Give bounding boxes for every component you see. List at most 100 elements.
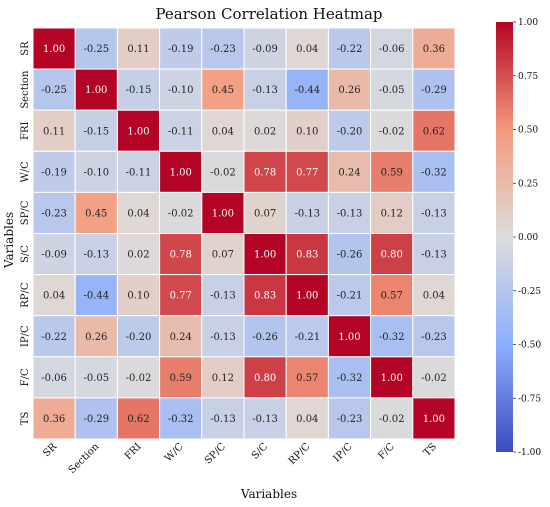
cell-value-label: -0.19: [168, 44, 194, 55]
cell-value-label: 0.10: [296, 126, 318, 137]
row-tick-fri: FRI: [20, 121, 31, 139]
cell-value-label: 0.10: [127, 291, 149, 302]
heatmap-cell-sp-c-fri: [116, 191, 161, 234]
cell-value-label: 0.59: [381, 167, 403, 178]
column-tick-section: Section: [67, 441, 102, 476]
cell-value-label: -0.02: [379, 414, 405, 425]
cell-value-label: -0.25: [83, 44, 109, 55]
y-axis-label: Variables: [2, 212, 16, 269]
cell-value-label: 0.24: [170, 332, 192, 343]
cell-value-label: 1.00: [170, 167, 192, 178]
cell-value-label: -0.13: [252, 85, 278, 96]
cell-value-label: 1.00: [212, 208, 234, 219]
heatmap-cell-f-c-fri: [116, 356, 161, 399]
cell-value-label: 0.11: [43, 126, 65, 137]
colorbar-gradient: [496, 22, 513, 452]
cell-value-label: -0.32: [421, 167, 447, 178]
cell-value-label: -0.02: [421, 373, 447, 384]
heatmap-cell-ip-c-w-c: [159, 315, 203, 358]
cell-value-label: 1.00: [254, 250, 276, 261]
heatmap-cell-section-section: [74, 68, 118, 111]
cell-value-label: -0.15: [83, 126, 109, 137]
cell-value-label: -0.10: [168, 85, 194, 96]
heatmap-cell-sp-c-f-c: [370, 191, 414, 234]
row-tick-s-c: S/C: [20, 245, 31, 263]
cell-value-label: 0.04: [127, 208, 149, 219]
cell-value-label: -0.44: [83, 291, 109, 302]
cell-value-label: -0.13: [252, 414, 278, 425]
cell-value-label: -0.09: [41, 250, 67, 261]
heatmap-cell-section-w-c: [159, 68, 203, 111]
row-tick-rp-c: RP/C: [20, 282, 31, 308]
column-tick-rp-c: RP/C: [287, 441, 313, 467]
heatmap-cell-rp-c-sr: [32, 274, 76, 317]
heatmap-cell-ip-c-f-c: [370, 315, 414, 358]
row-tick-section: Section: [20, 70, 31, 109]
cell-value-label: 0.11: [127, 44, 149, 55]
heatmap-cell-ip-c-section: [74, 315, 118, 358]
cell-value-label: 0.12: [381, 208, 403, 219]
cell-value-label: 0.80: [254, 373, 276, 384]
cell-value-label: -0.26: [337, 250, 363, 261]
column-tick-ip-c: IP/C: [331, 441, 354, 464]
heatmap-cell-f-c-f-c: [370, 356, 414, 399]
chart-title: Pearson Correlation Heatmap: [155, 5, 382, 23]
cell-value-label: -0.23: [210, 44, 236, 55]
cell-value-label: -0.13: [210, 414, 236, 425]
heatmap-cell-ip-c-fri: [116, 315, 161, 358]
cell-value-label: -0.13: [210, 291, 236, 302]
heatmap-cell-ts-f-c: [370, 397, 414, 440]
colorbar-tick-label: -1.00: [518, 448, 541, 458]
colorbar-tick-label: 1.00: [518, 18, 538, 28]
cell-value-label: 0.02: [254, 126, 276, 137]
row-tick-f-c: F/C: [20, 368, 31, 386]
heatmap-cell-f-c-sr: [32, 356, 76, 399]
heatmap-cell-ts-fri: [116, 397, 161, 440]
heatmap-cell-fri-f-c: [370, 109, 414, 152]
cell-value-label: -0.02: [379, 126, 405, 137]
cell-value-label: 0.04: [43, 291, 65, 302]
cell-value-label: 0.80: [381, 250, 403, 261]
heatmap-cell-ts-section: [74, 397, 118, 440]
cell-value-label: 0.26: [85, 332, 107, 343]
cell-value-label: 0.07: [212, 250, 234, 261]
cell-value-label: 0.78: [254, 167, 276, 178]
row-tick-sr: SR: [20, 41, 31, 56]
heatmap-cell-f-c-sp-c: [201, 356, 245, 399]
cell-value-label: -0.13: [294, 208, 320, 219]
cell-value-label: -0.26: [252, 332, 278, 343]
cell-value-label: 0.36: [43, 414, 65, 425]
column-tick-fri: FRI: [123, 441, 144, 462]
cell-value-label: 1.00: [338, 332, 360, 343]
heatmap-cell-s-c-f-c: [370, 233, 414, 276]
heatmap-cell-sp-c-ts: [412, 191, 456, 234]
colorbar-tick-label: -0.75: [518, 394, 541, 404]
cell-value-label: -0.05: [379, 85, 405, 96]
colorbar: 1.00 0.75 0.50 0.25 0.00 -0.25 -0.50 -0.75 -1.00: [496, 18, 541, 458]
heatmap-cell-fri-section: [74, 109, 118, 152]
row-tick-ip-c: IP/C: [20, 325, 31, 347]
heatmap-cell-ip-c-sp-c: [201, 315, 245, 358]
cell-value-label: -0.15: [126, 85, 152, 96]
row-tick-w-c: W/C: [20, 161, 31, 183]
cell-value-label: 0.78: [170, 250, 192, 261]
cell-value-label: -0.13: [210, 332, 236, 343]
heatmap-cells: 1.00 -0.25 0.11 -0.19 -0.23 -0.09 0.04 -0.22 -0.…: [32, 27, 456, 440]
cell-value-label: 0.59: [170, 373, 192, 384]
cell-value-label: -0.02: [126, 373, 152, 384]
heatmap-cell-fri-rp-c: [285, 109, 329, 152]
colorbar-tick-label: 0.50: [518, 126, 538, 136]
cell-value-label: -0.20: [126, 332, 152, 343]
heatmap-cell-w-c-rp-c: [285, 150, 329, 193]
row-tick-sp-c: SP/C: [20, 200, 31, 225]
heatmap-cell-rp-c-ip-c: [327, 274, 372, 317]
cell-value-label: -0.05: [83, 373, 109, 384]
heatmap-cell-section-f-c: [370, 68, 414, 111]
heatmap-cell-sr-ts: [412, 27, 456, 70]
heatmap-cell-ip-c-rp-c: [285, 315, 329, 358]
cell-value-label: 1.00: [296, 291, 318, 302]
cell-value-label: 0.24: [338, 167, 360, 178]
cell-value-label: 0.45: [212, 85, 234, 96]
heatmap-cell-f-c-rp-c: [285, 356, 329, 399]
heatmap-cell-section-ip-c: [327, 68, 372, 111]
